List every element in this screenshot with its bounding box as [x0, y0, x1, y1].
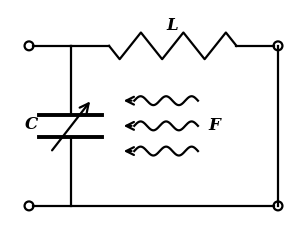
Text: L: L: [167, 17, 179, 33]
Text: C: C: [25, 116, 39, 133]
Text: F: F: [208, 117, 220, 134]
